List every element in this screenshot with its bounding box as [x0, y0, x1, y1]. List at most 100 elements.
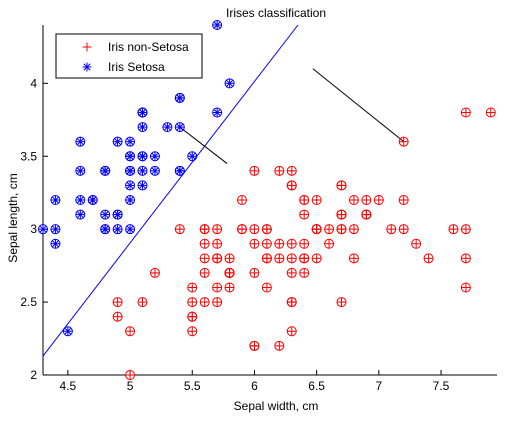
point-setosa — [137, 122, 148, 133]
point-non-setosa — [199, 238, 210, 249]
point-non-setosa — [249, 224, 260, 235]
marker-stroke — [126, 138, 134, 146]
marker-stroke — [101, 167, 109, 175]
point-non-setosa — [324, 238, 335, 249]
legend-label-non-setosa: Iris non-Setosa — [108, 40, 189, 54]
point-non-setosa — [361, 209, 372, 220]
point-non-setosa — [411, 238, 422, 249]
point-non-setosa — [261, 238, 272, 249]
point-non-setosa — [274, 238, 285, 249]
point-non-setosa — [348, 224, 359, 235]
y-tick-label: 2.5 — [20, 295, 37, 309]
point-non-setosa — [460, 224, 471, 235]
separating-line — [42, 24, 299, 357]
point-non-setosa — [448, 224, 459, 235]
y-axis-label: Sepal length, cm — [6, 173, 20, 262]
x-tick-label: 7 — [375, 379, 382, 393]
point-setosa — [137, 165, 148, 176]
marker-stroke — [176, 94, 184, 102]
marker-stroke — [213, 108, 221, 117]
point-setosa — [162, 122, 173, 133]
point-setosa — [50, 224, 61, 235]
marker-stroke — [76, 210, 84, 219]
marker-stroke — [51, 225, 60, 233]
point-setosa — [149, 151, 160, 162]
marker-stroke — [64, 327, 72, 335]
point-setosa — [100, 209, 111, 220]
point-non-setosa — [286, 326, 297, 337]
x-tick-label: 7.5 — [433, 379, 450, 393]
y-tick-label: 3 — [30, 222, 37, 236]
point-non-setosa — [199, 224, 210, 235]
point-non-setosa — [249, 267, 260, 278]
point-setosa — [50, 238, 61, 249]
data-points — [38, 20, 496, 380]
point-non-setosa — [149, 267, 160, 278]
legend-marker-non-setosa — [82, 42, 92, 52]
point-non-setosa — [112, 297, 123, 308]
point-non-setosa — [212, 238, 223, 249]
x-tick-label: 6.5 — [308, 379, 325, 393]
point-non-setosa — [187, 282, 198, 293]
point-setosa — [125, 136, 136, 147]
marker-stroke — [138, 181, 147, 190]
point-non-setosa — [386, 224, 397, 235]
point-setosa — [224, 78, 235, 89]
point-non-setosa — [423, 253, 434, 264]
point-setosa — [62, 326, 73, 337]
marker-stroke — [101, 225, 109, 233]
point-non-setosa — [187, 311, 198, 322]
point-non-setosa — [125, 326, 136, 337]
point-non-setosa — [299, 238, 310, 249]
marker-stroke — [101, 210, 109, 219]
point-non-setosa — [398, 224, 409, 235]
point-non-setosa — [212, 297, 223, 308]
point-non-setosa — [237, 224, 248, 235]
marker-stroke — [83, 63, 91, 71]
marker-stroke — [176, 123, 184, 131]
point-non-setosa — [212, 282, 223, 293]
point-setosa — [212, 107, 223, 118]
point-non-setosa — [199, 267, 210, 278]
point-non-setosa — [237, 195, 248, 205]
point-non-setosa — [348, 253, 359, 264]
point-non-setosa — [286, 267, 297, 278]
point-setosa — [137, 180, 148, 191]
x-tick-label: 6 — [251, 379, 258, 393]
point-non-setosa — [261, 253, 272, 264]
point-non-setosa — [187, 297, 198, 308]
point-non-setosa — [336, 297, 347, 308]
point-setosa — [125, 151, 136, 162]
marker-stroke — [138, 152, 147, 160]
legend: Iris non-Setosa Iris Setosa — [55, 33, 203, 79]
point-non-setosa — [460, 282, 471, 293]
legend-marker-setosa — [82, 62, 92, 72]
point-non-setosa — [311, 195, 322, 205]
marker-stroke — [89, 196, 97, 204]
distance-segment — [179, 126, 228, 164]
point-non-setosa — [212, 224, 223, 235]
point-setosa — [174, 92, 185, 103]
marker-stroke — [151, 167, 159, 175]
point-non-setosa — [224, 253, 235, 264]
marker-stroke — [51, 240, 60, 248]
ticks: 4.5 5 5.5 6 6.5 7 7.5 2 2.5 3 3.5 4 — [20, 76, 449, 393]
point-non-setosa — [199, 297, 210, 308]
point-non-setosa — [261, 224, 272, 235]
point-non-setosa — [299, 267, 310, 278]
point-non-setosa — [286, 297, 297, 308]
marker-stroke — [138, 123, 147, 131]
point-non-setosa — [224, 282, 235, 293]
point-setosa — [112, 209, 123, 220]
marker-stroke — [51, 196, 60, 204]
point-non-setosa — [274, 253, 285, 264]
point-non-setosa — [286, 165, 297, 176]
marker-stroke — [76, 196, 84, 204]
point-setosa — [149, 165, 160, 176]
y-tick-label: 4 — [30, 76, 37, 90]
marker-stroke — [76, 167, 84, 175]
marker-stroke — [213, 21, 221, 29]
point-non-setosa — [274, 165, 285, 176]
point-non-setosa — [299, 253, 310, 264]
point-setosa — [87, 195, 98, 205]
